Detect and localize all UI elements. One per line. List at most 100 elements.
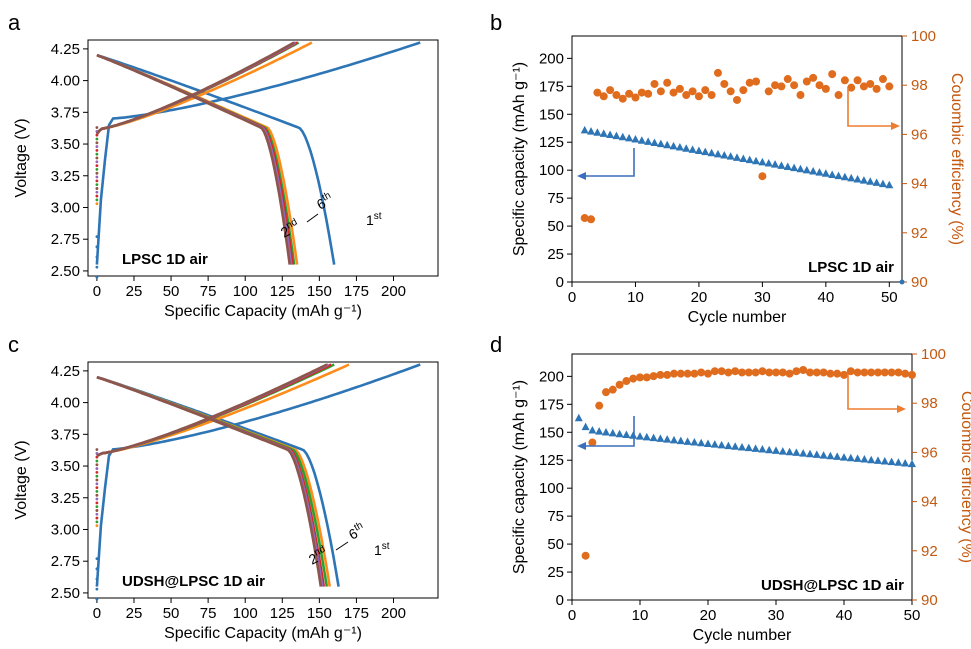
ce-point [731, 367, 740, 376]
capacity-point [587, 127, 596, 135]
y-tick-label: 175 [539, 396, 564, 413]
capacity-point [663, 140, 672, 149]
capacity-point [731, 442, 740, 450]
left-axis-arrow-head [577, 172, 586, 180]
rest-point [95, 448, 99, 451]
ce-point [682, 91, 691, 100]
capacity-point [867, 455, 876, 464]
ce-point [707, 91, 716, 100]
x-tick-label: 125 [270, 605, 295, 622]
right-tick-label: 98 [911, 77, 928, 94]
charge-curve-cycle-5 [96, 363, 329, 458]
ce-point [866, 79, 875, 88]
capacity-point [764, 159, 773, 167]
capacity-point [636, 432, 644, 440]
rest-point [95, 463, 99, 467]
rest-point [95, 512, 99, 516]
x-tick-label: 40 [818, 289, 835, 306]
ce-point [629, 374, 638, 383]
ce-point [751, 368, 760, 377]
plot-frame [87, 39, 439, 277]
capacity-point [866, 177, 875, 185]
x-tick-label: 25 [126, 605, 143, 622]
ce-point [796, 91, 805, 100]
capacity-point [602, 427, 610, 436]
panel-label-c: c [8, 332, 19, 357]
capacity-point [745, 155, 754, 164]
capacity-point [704, 439, 712, 447]
ce-point [625, 89, 634, 98]
right-tick-label: 98 [921, 395, 938, 412]
x-tick-label: 175 [344, 605, 369, 622]
capacity-point [826, 451, 835, 460]
ce-point [819, 368, 828, 377]
x-tick-label: 100 [233, 605, 258, 622]
annotation-6th-cycle: 6th [313, 190, 335, 213]
capacity-point [894, 458, 903, 466]
right-tick-label: 96 [921, 444, 938, 461]
x-tick-label: 20 [691, 289, 708, 306]
ce-point [670, 369, 678, 378]
capacity-point [806, 449, 814, 458]
annotation-6th-cycle: 6th [345, 520, 367, 543]
ce-point [885, 82, 894, 91]
x-axis-label: Cycle number [693, 627, 792, 644]
y-tick-label: 125 [539, 134, 564, 151]
x-tick-label: 125 [270, 283, 295, 300]
left-axis-arrow [583, 416, 635, 447]
plot-frame [571, 35, 903, 283]
rest-point [95, 520, 99, 524]
ce-point [663, 78, 672, 87]
capacity-point [608, 428, 617, 437]
capacity-point [751, 444, 760, 452]
capacity-point [799, 449, 808, 457]
right-axis-label: Couombic efficiency (%) [948, 73, 965, 245]
ce-point [828, 70, 837, 79]
capacity-point [772, 446, 780, 454]
rest-point [95, 505, 99, 509]
capacity-point [656, 139, 665, 148]
x-tick-label: 10 [627, 289, 644, 306]
rest-point [95, 490, 99, 493]
rest-point [95, 235, 99, 239]
rest-point [95, 587, 99, 591]
rest-point [95, 198, 99, 202]
rest-point [95, 171, 99, 175]
capacity-point [752, 156, 761, 165]
y-tick-label: 100 [539, 162, 564, 179]
capacity-point [878, 179, 887, 188]
capacity-point [833, 452, 842, 460]
ce-point [739, 86, 748, 95]
capacity-point [615, 429, 624, 438]
ce-point [694, 92, 703, 101]
capacity-point [606, 130, 615, 138]
rest-point [95, 133, 99, 137]
panel-label-d: d [490, 332, 502, 357]
ce-point [834, 91, 843, 100]
ce-point [765, 368, 774, 377]
capacity-point [675, 143, 684, 151]
rest-point [95, 168, 99, 171]
ce-point [637, 88, 646, 97]
capacity-point [733, 153, 741, 161]
x-tick-label: 0 [93, 605, 101, 622]
capacity-point [819, 451, 828, 459]
ce-point [717, 367, 726, 376]
y-tick-label: 2.50 [51, 263, 80, 280]
y-tick-label: 2.50 [51, 585, 80, 602]
rest-point [95, 597, 99, 601]
rest-point [95, 148, 99, 152]
annotation-arrow [306, 213, 319, 223]
y-tick-label: 4.25 [51, 363, 80, 380]
ce-point [860, 368, 869, 377]
y-tick-label: 25 [547, 564, 564, 581]
ce-point [697, 368, 706, 377]
y-tick-label: 3.50 [51, 136, 80, 153]
capacity-point [885, 180, 894, 189]
ce-point [720, 79, 729, 88]
ce-point [738, 368, 746, 377]
ce-point [894, 368, 903, 377]
x-tick-label: 50 [881, 289, 898, 306]
ce-point [771, 81, 780, 90]
y-tick-label: 50 [547, 218, 564, 235]
